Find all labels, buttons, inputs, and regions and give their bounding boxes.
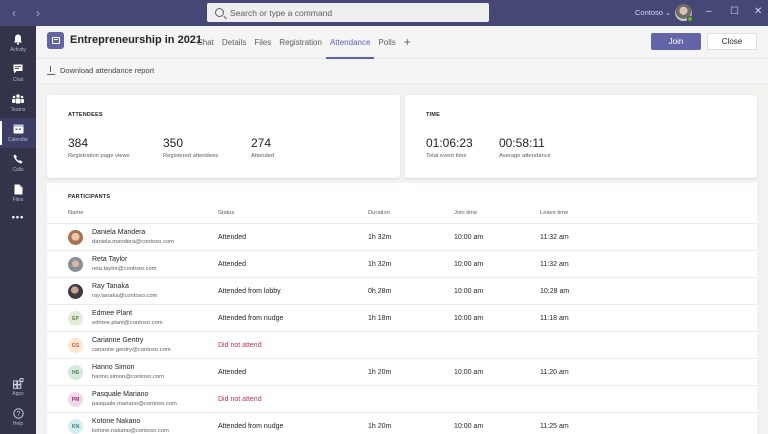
meeting-calendar-icon [47,32,64,49]
title-bar: ‹ › Search or type a command Contoso ⌄ –… [0,0,768,26]
stat-registered-attendees: 350 Registered attendees [163,136,219,159]
appbar-teams[interactable]: Teams [0,88,36,118]
appbar-apps[interactable]: Apps [0,372,36,402]
tab-list: Chat Details Files Registration Attendan… [193,26,415,59]
avatar [68,230,83,245]
column-join-time[interactable]: Join time [454,210,478,216]
chat-icon [12,64,24,75]
join-button[interactable]: Join [651,33,701,50]
file-icon [12,184,24,195]
column-leave-time[interactable]: Leave time [540,210,569,216]
search-icon [215,8,224,17]
appbar-help[interactable]: ? Help [0,402,36,432]
avatar [68,257,83,272]
table-row[interactable]: Ray Tanaka ray.tanaka@contoso.com Attend… [47,277,757,304]
table-row[interactable]: PM Pasquale Mariano pasquale.mariano@con… [47,385,757,412]
calendar-icon [12,124,24,135]
maximize-button[interactable]: ☐ [730,6,739,17]
participants-table: PARTICIPANTS Name Status Duration Join t… [47,183,757,434]
time-title: TIME [426,112,440,118]
apps-icon [12,377,24,389]
tenant-switcher[interactable]: Contoso ⌄ [635,8,672,17]
teams-icon [12,94,24,105]
phone-icon [12,154,24,165]
table-header: Name Status Duration Join time Leave tim… [47,210,757,224]
more-icon: ••• [11,212,25,222]
status-text: Attended from lobby [218,288,281,295]
table-row[interactable]: CG Carianne Gentry carianne.gentry@conto… [47,331,757,358]
avatar-initials: EP [68,311,83,326]
avatar-initials: CG [68,338,83,353]
avatar-initials: HS [68,365,83,380]
tab-registration[interactable]: Registration [279,38,322,47]
svg-text:?: ? [16,411,20,418]
bell-icon [12,34,24,45]
stat-average-attendance: 00:58:11 Average attendance [499,136,551,159]
table-row[interactable]: Reta Taylor reta.taylor@contoso.com Atte… [47,250,757,277]
download-icon [47,66,55,75]
search-placeholder: Search or type a command [230,7,333,18]
stat-registration-page-views: 384 Registration page views [68,136,130,159]
table-row[interactable]: HS Hanno Simon hanno.simon@contoso.com A… [47,358,757,385]
tab-attendance[interactable]: Attendance [325,26,375,59]
avatar [68,284,83,299]
help-icon: ? [12,407,24,419]
column-duration[interactable]: Duration [368,210,390,216]
tab-chat[interactable]: Chat [197,38,214,47]
table-row[interactable]: KN Kotone Nakano kotone.nakano@contoso.c… [47,412,757,434]
close-window-button[interactable]: ✕ [754,6,763,17]
minimize-button[interactable]: – [706,6,712,17]
time-card: TIME 01:06:23 Total event time 00:58:11 … [405,95,757,178]
status-text: Attended [218,369,247,376]
status-text: Attended from nudge [218,315,284,322]
appbar-more[interactable]: ••• [0,204,36,230]
status-text: Attended from nudge [218,423,284,430]
column-status[interactable]: Status [218,210,235,216]
tab-polls[interactable]: Polls [378,38,396,47]
attendees-title: ATTENDEES [68,112,103,118]
avatar-initials: KN [68,419,83,434]
meeting-title: Entrepreneurship in 2021 [70,34,203,46]
avatar-initials: PM [68,392,83,407]
toolbar: Download attendance report [36,59,768,84]
stat-total-event-time: 01:06:23 Total event time [426,136,473,159]
close-button[interactable]: Close [707,33,757,50]
tab-details[interactable]: Details [221,38,247,47]
app-bar: Activity Chat Teams Calendar Calls Files… [0,26,36,434]
column-name[interactable]: Name [68,210,84,216]
attendees-card: ATTENDEES 384 Registration page views 35… [47,95,400,178]
table-row[interactable]: Daniela Mandera daniela.mandera@contoso.… [47,223,757,250]
meeting-header: Entrepreneurship in 2021 Chat Details Fi… [36,26,768,59]
appbar-calendar[interactable]: Calendar [0,118,36,148]
add-tab-icon[interactable]: + [403,35,411,49]
appbar-activity[interactable]: Activity [0,28,36,58]
download-attendance-report-button[interactable]: Download attendance report [47,66,154,75]
stat-attended: 274 Attended [251,136,275,159]
status-text: Did not attend [218,342,262,349]
status-text: Attended [218,234,247,241]
forward-arrow-icon[interactable]: › [36,6,40,20]
profile-avatar[interactable] [675,4,693,22]
participants-title: PARTICIPANTS [68,194,111,200]
status-text: Did not attend [218,396,262,403]
appbar-chat[interactable]: Chat [0,58,36,88]
presence-available-icon [687,16,693,22]
search-input[interactable]: Search or type a command [207,3,489,22]
back-arrow-icon[interactable]: ‹ [12,6,16,20]
appbar-files[interactable]: Files [0,178,36,208]
table-row[interactable]: EP Edmee Plant edmee.plant@contoso.com A… [47,304,757,331]
status-text: Attended [218,261,247,268]
appbar-calls[interactable]: Calls [0,148,36,178]
tab-files[interactable]: Files [254,38,272,47]
